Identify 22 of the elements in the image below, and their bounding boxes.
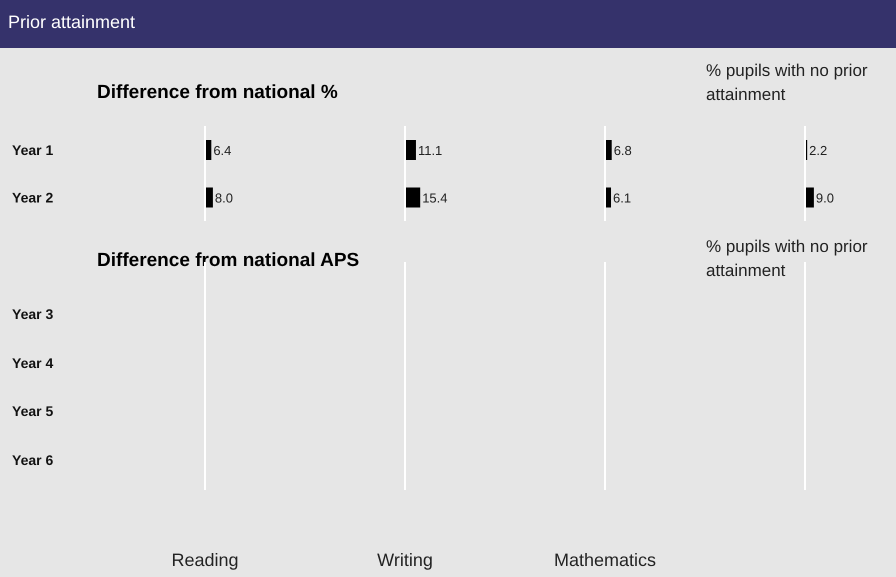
text: Year 4 (12, 354, 54, 371)
text: Year 3 (12, 306, 54, 322)
data-label: 2.2 (809, 143, 828, 158)
data-label: 6.8 (614, 143, 632, 158)
text: % pupils with no prior attainment (706, 236, 869, 282)
chart-subtitle: Difference from national % (97, 82, 338, 104)
data-label: 6.4 (213, 143, 232, 158)
text: Difference from national APS (97, 250, 360, 272)
x-axis-title: Writing (376, 550, 434, 571)
x-axis-title: Mathematics (552, 550, 658, 571)
data-label: 8.0 (214, 190, 233, 206)
text: Year 6 (12, 452, 54, 468)
chart-title: Prior attainment (0, 0, 896, 48)
data-label: 15.4 (422, 190, 448, 206)
y-tick-label: Year 2 (12, 189, 54, 206)
data-label: 9.0 (816, 190, 834, 206)
data-label: 11.1 (418, 143, 442, 158)
x-axis-title: Reading (170, 550, 240, 571)
data-label: 6.1 (613, 190, 632, 206)
text: Year 5 (12, 403, 54, 420)
y-tick-label: Year 1 (12, 142, 54, 158)
x-axis-title: % pupils with no prior attainment (706, 60, 869, 106)
